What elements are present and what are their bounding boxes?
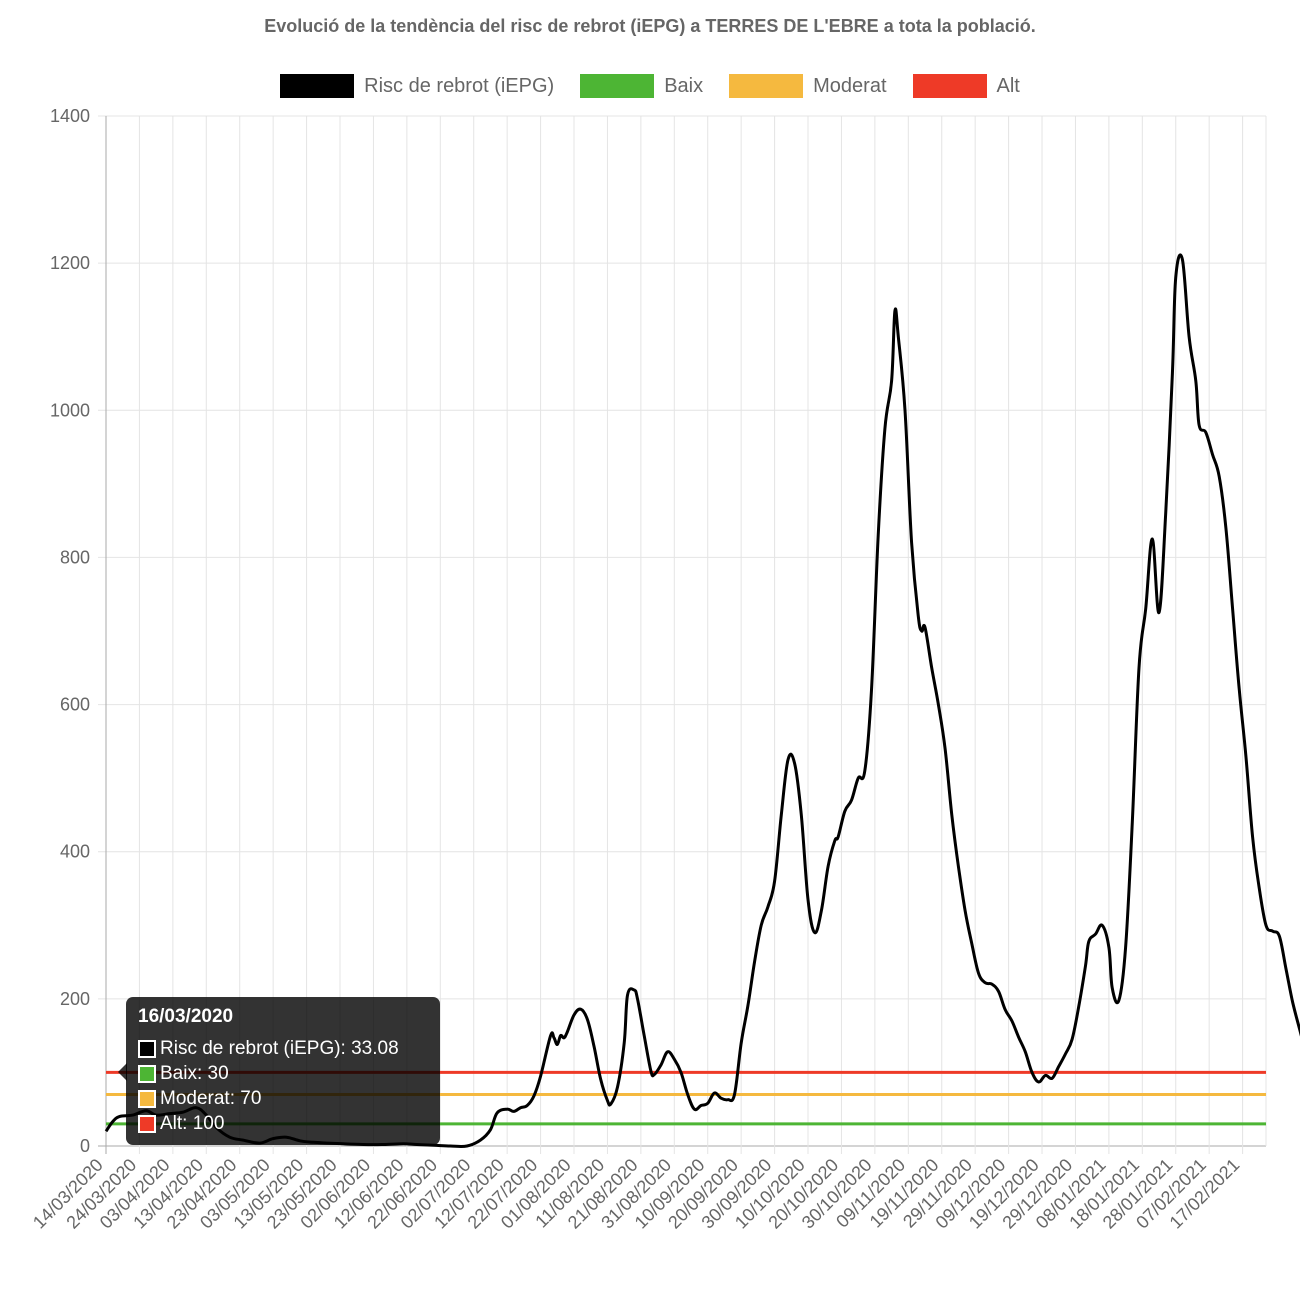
tooltip-label-baix: Baix: 30 (160, 1062, 229, 1084)
series-line-risc (104, 253, 1300, 1149)
legend-item-baix[interactable]: Baix (580, 74, 703, 98)
tooltip-label-risc: Risc de rebrot (iEPG): 33.08 (160, 1037, 399, 1059)
tooltip-caret (118, 1063, 127, 1081)
legend-label-risc: Risc de rebrot (iEPG) (364, 74, 555, 97)
tooltip-title: 16/03/2020 (138, 1006, 234, 1027)
tooltip-label-alt: Alt: 100 (160, 1112, 225, 1134)
legend: Risc de rebrot (iEPG) Baix Moderat Alt (0, 74, 1300, 98)
tooltip-row-alt: Alt: 100 (138, 1111, 428, 1136)
tooltip-swatch-baix (138, 1064, 156, 1083)
legend-item-moderat[interactable]: Moderat (729, 74, 887, 98)
y-tick-label: 1400 (50, 106, 90, 126)
tooltip: 16/03/2020 Risc de rebrot (iEPG): 33.08 … (126, 997, 440, 1145)
y-tick-label: 400 (60, 842, 90, 862)
y-tick-label: 1000 (50, 400, 90, 420)
tooltip-row-moderat: Moderat: 70 (138, 1086, 428, 1111)
y-tick-label: 1200 (50, 253, 90, 273)
y-tick-label: 200 (60, 989, 90, 1009)
tooltip-swatch-moderat (138, 1089, 156, 1108)
tooltip-swatch-risc (138, 1039, 156, 1058)
tooltip-label-moderat: Moderat: 70 (160, 1087, 262, 1109)
legend-item-risc[interactable]: Risc de rebrot (iEPG) (280, 74, 554, 98)
y-tick-label: 600 (60, 695, 90, 715)
legend-item-alt[interactable]: Alt (912, 74, 1020, 98)
tooltip-row-risc: Risc de rebrot (iEPG): 33.08 (138, 1036, 428, 1061)
legend-label-moderat: Moderat (813, 74, 887, 97)
legend-swatch-baix (580, 74, 655, 98)
risc-line (104, 253, 1300, 1149)
legend-swatch-risc (280, 74, 355, 98)
tooltip-row-baix: Baix: 30 (138, 1061, 428, 1086)
legend-swatch-moderat (729, 74, 804, 98)
legend-label-alt: Alt (996, 74, 1020, 97)
tooltip-swatch-alt (138, 1114, 156, 1133)
legend-swatch-alt (912, 74, 987, 98)
legend-label-baix: Baix (664, 74, 704, 97)
chart-title: Evolució de la tendència del risc de reb… (264, 16, 1036, 36)
y-tick-label: 0 (80, 1136, 90, 1156)
grid (98, 115, 1267, 1154)
y-tick-label: 800 (60, 547, 90, 567)
